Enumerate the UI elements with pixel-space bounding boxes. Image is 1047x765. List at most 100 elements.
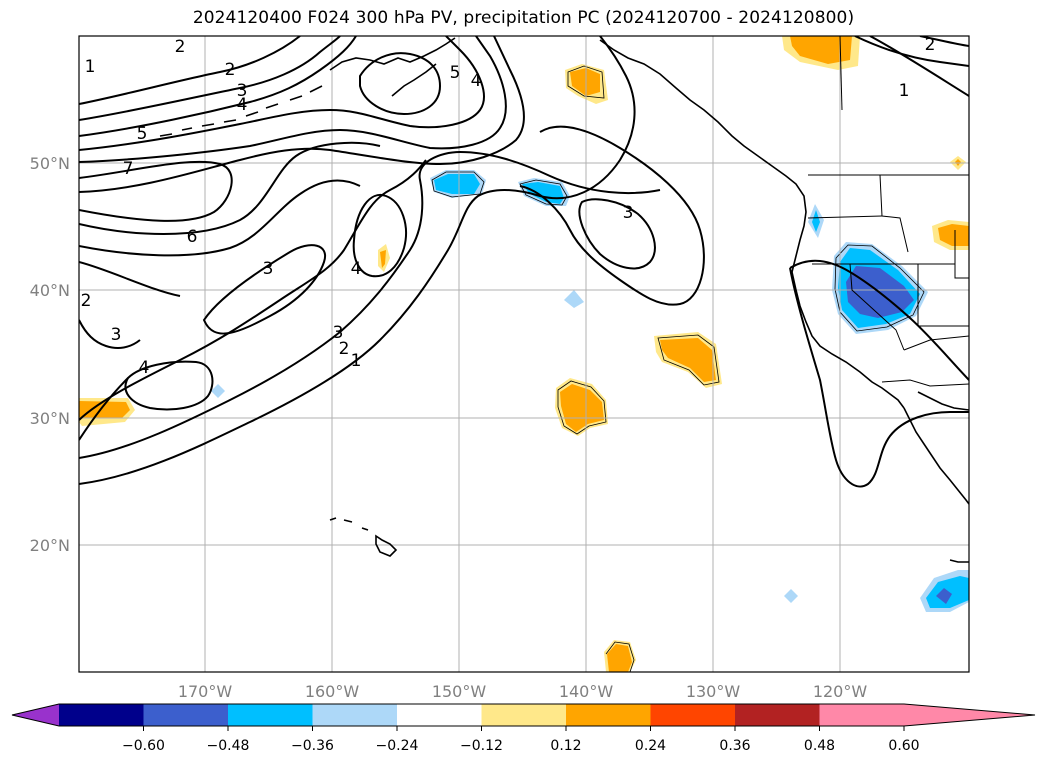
pv-contour — [79, 377, 129, 441]
lon-label: 150°W — [432, 682, 487, 701]
lon-label: 130°W — [686, 682, 741, 701]
colorbar-extend-low — [12, 704, 59, 726]
contour-label: 3 — [333, 323, 344, 343]
california-coast — [791, 271, 905, 409]
contour-label: 5 — [137, 124, 148, 144]
pv-contour — [79, 36, 357, 137]
contour-label: 1 — [899, 81, 910, 101]
precip-negative-patch — [784, 589, 798, 603]
precip-negative-patch — [812, 210, 820, 232]
pv-contour — [124, 360, 214, 411]
map-title: 2024120400 F024 300 hPa PV, precipitatio… — [192, 8, 855, 28]
pv-contour — [79, 319, 141, 349]
precip-positive-patch — [607, 644, 632, 672]
colorbar-segment — [59, 704, 144, 726]
colorbar-tick-label: −0.48 — [207, 738, 250, 754]
precip-positive-patch — [938, 224, 969, 246]
colorbar-tick-label: 0.60 — [888, 738, 919, 754]
contour-label: 2 — [81, 291, 92, 311]
colorbar-tick-label: 0.24 — [635, 738, 666, 754]
colorbar-ticks — [143, 726, 905, 731]
coastlines — [159, 37, 969, 563]
pv-contours — [79, 36, 969, 488]
state-border — [849, 263, 905, 351]
mexico-mainland-coast — [917, 391, 969, 411]
state-border — [903, 335, 969, 351]
colorbar-segment — [819, 704, 904, 726]
contour-label: 2 — [225, 60, 236, 80]
precip-positive-patch — [79, 401, 130, 418]
colorbar-segment — [735, 704, 820, 726]
baja-california — [903, 407, 969, 505]
contour-label: 6 — [187, 227, 198, 247]
precip-positive-patch — [790, 36, 852, 64]
us-mexico-border — [881, 379, 969, 387]
contour-labels: 2 2 3 4 5 7 6 3 4 3 2 1 5 4 3 4 1 2 2 3 … — [81, 35, 936, 378]
precip-negative-patch — [211, 384, 225, 398]
pv-contour — [352, 193, 407, 278]
contour-label: 2 — [339, 339, 350, 359]
contour-label: 5 — [450, 63, 461, 83]
pv-contour — [789, 259, 969, 381]
precip-negative-patch — [434, 174, 480, 194]
colorbar-segment — [143, 704, 228, 726]
lat-labels: 50°N 40°N 30°N 20°N — [30, 154, 70, 555]
colorbar-segment — [481, 704, 566, 726]
pv-contour — [79, 36, 301, 105]
contour-label: 4 — [139, 358, 150, 378]
colorbar: −0.60 −0.48 −0.36 −0.24 −0.12 0.12 0.24 … — [11, 703, 1036, 754]
colorbar-tick-label: −0.12 — [460, 738, 503, 754]
lon-label: 170°W — [178, 682, 233, 701]
colorbar-outline — [11, 703, 1036, 727]
colorbar-tick-label: 0.36 — [719, 738, 750, 754]
mexico-south-coast — [949, 559, 969, 563]
colorbar-segment — [312, 704, 397, 726]
colorbar-tick-label: −0.24 — [376, 738, 419, 754]
borders — [807, 36, 969, 387]
lat-label: 20°N — [30, 536, 70, 555]
map-frame — [78, 35, 970, 673]
pv-contour — [79, 141, 381, 235]
contour-label: 4 — [237, 95, 248, 115]
lon-label: 160°W — [305, 682, 360, 701]
lat-label: 40°N — [30, 281, 70, 300]
hawaii — [329, 517, 398, 557]
lat-label: 50°N — [30, 154, 70, 173]
pv-contour — [79, 261, 181, 297]
pacific-northwest-coast — [599, 39, 807, 273]
colorbar-tick-label: 0.48 — [804, 738, 835, 754]
aleutian-islands — [159, 85, 323, 137]
contour-label: 4 — [471, 71, 482, 91]
colorbar-segment — [566, 704, 651, 726]
pv-contour — [79, 36, 485, 151]
contour-label: 3 — [111, 325, 122, 345]
pv-contour — [79, 36, 507, 163]
pv-contour — [79, 159, 427, 421]
precip-negative-patch — [936, 588, 952, 604]
pv-contour — [79, 150, 661, 459]
contour-label: 3 — [263, 259, 274, 279]
precip-outlines — [431, 65, 925, 672]
lon-label: 140°W — [559, 682, 614, 701]
pv-contour — [79, 36, 525, 193]
contour-label: 4 — [351, 259, 362, 279]
colorbar-extend-high — [904, 704, 1035, 726]
state-border — [807, 215, 883, 219]
precip-positive-patch — [660, 338, 716, 382]
precip-positive-patch — [570, 68, 600, 96]
pv-contour — [359, 52, 442, 116]
canada-interior-line — [839, 36, 843, 111]
plot-area — [79, 36, 969, 672]
contour-label: 7 — [123, 159, 134, 179]
colorbar-segment — [650, 704, 735, 726]
pv-contour — [202, 244, 327, 335]
colorbar-tick-label: −0.60 — [122, 738, 165, 754]
precip-positive-patch — [560, 384, 604, 432]
state-border — [879, 174, 909, 253]
pv-contour — [79, 36, 341, 121]
precip-positive-patch — [380, 250, 386, 268]
contour-label: 1 — [351, 351, 362, 371]
pv-contour — [789, 267, 969, 488]
pv-contour — [79, 160, 233, 222]
